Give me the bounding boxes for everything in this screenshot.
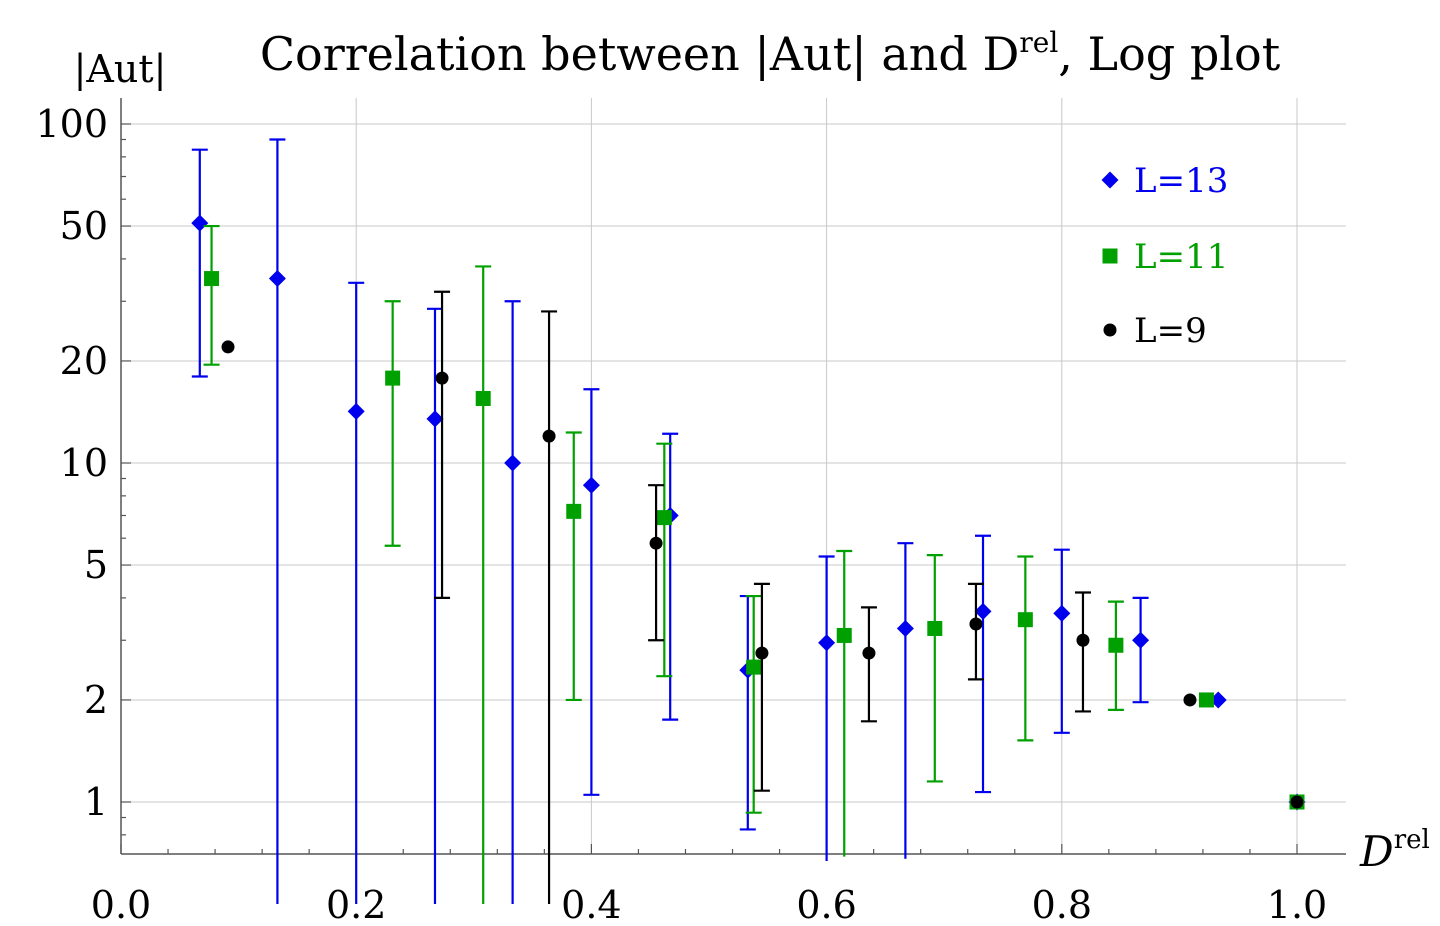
data-point [836,627,852,643]
x-axis-label: Drel [1359,825,1430,876]
data-point [755,646,769,660]
legend: L=13 L=11 L=9 [1101,161,1228,351]
data-point [221,340,235,354]
data-point [746,659,762,675]
data-point [542,429,556,443]
x-tick-label: 0.0 [91,883,151,926]
data-point [1017,612,1033,628]
axis-layer [120,98,1346,855]
x-axis-label-superscript: rel [1394,825,1430,855]
data-point [862,646,876,660]
legend-label: L=9 [1134,311,1207,351]
x-tick-label: 0.8 [1032,883,1092,926]
data-layer [191,138,1306,905]
legend-label: L=11 [1134,237,1228,277]
legend-marker-circle [1103,323,1117,337]
y-tick-label: 2 [84,678,108,722]
data-point [435,371,449,385]
data-point [656,510,672,526]
chart-title: Correlation between |Aut| and Drel, Log … [260,26,1281,81]
data-point [1290,795,1304,809]
series-L-13 [191,138,1306,905]
data-point [818,634,836,652]
data-point [347,402,365,420]
series-L-9 [221,290,1304,905]
data-point [1132,631,1150,649]
x-tick-label: 0.6 [796,883,856,926]
legend-label: L=13 [1134,161,1228,201]
data-point [1183,693,1197,707]
y-tick-label: 100 [35,102,108,146]
data-point [426,410,444,428]
data-point [896,619,914,637]
data-point [268,270,286,288]
data-point [1076,633,1090,647]
data-point [649,536,663,550]
data-point [974,602,992,620]
tick-label-layer: 0.0 0.2 0.4 0.6 0.8 1.0 1 2 5 10 20 50 100 [35,102,1327,926]
chart-title-main: Correlation between |Aut| and D [260,27,1020,81]
data-point [582,476,600,494]
grid-layer [121,98,1346,854]
y-axis-label: |Aut| [74,47,167,91]
y-tick-label: 10 [60,441,108,485]
data-point [566,503,582,519]
x-axis-label-main: D [1359,827,1394,876]
legend-marker-diamond [1101,171,1119,189]
data-point [1198,692,1214,708]
data-point [927,620,943,636]
data-point [475,390,491,406]
x-tick-label: 0.2 [326,883,386,926]
data-point [385,370,401,386]
series-L-11 [203,224,1305,905]
data-point [1053,604,1071,622]
y-tick-label: 50 [60,204,108,248]
data-point [1108,637,1124,653]
data-point [969,617,983,631]
data-point [504,454,522,472]
y-tick-label: 20 [60,339,108,383]
y-tick-label: 5 [84,543,108,587]
y-tick-label: 1 [84,780,108,824]
legend-marker-square [1102,248,1118,264]
x-tick-label: 1.0 [1267,883,1327,926]
data-point [204,271,220,287]
chart-title-suffix: , Log plot [1058,27,1280,81]
x-tick-label: 0.4 [561,883,621,926]
data-point [191,214,209,232]
data-point [1209,691,1227,709]
chart-title-superscript: rel [1019,26,1058,59]
